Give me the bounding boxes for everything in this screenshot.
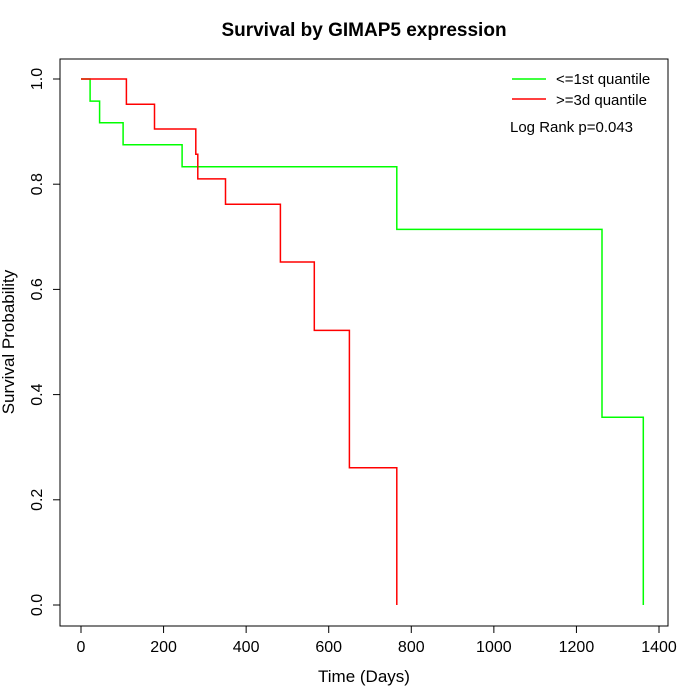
x-tick-label: 200 xyxy=(150,639,177,656)
x-axis: 0 200 400 600 800 1000 1200 1400 xyxy=(77,625,677,656)
logrank-annotation: Log Rank p=0.043 xyxy=(510,119,633,136)
chart-title: Survival by GIMAP5 expression xyxy=(221,20,506,41)
y-tick-label: 0.0 xyxy=(29,594,46,616)
x-tick-label: 600 xyxy=(315,639,342,656)
y-tick-label: 0.6 xyxy=(29,278,46,300)
x-tick-label: 1400 xyxy=(641,639,677,656)
x-tick-label: 0 xyxy=(77,639,86,656)
y-axis: 0.0 0.2 0.4 0.6 0.8 1.0 xyxy=(29,68,61,616)
x-tick-label: 400 xyxy=(233,639,260,656)
y-tick-label: 0.2 xyxy=(29,489,46,511)
y-tick-label: 0.8 xyxy=(29,173,46,195)
x-tick-label: 1200 xyxy=(559,639,595,656)
y-axis-label: Survival Probability xyxy=(0,269,18,414)
legend: <=1st quantile >=3d quantile xyxy=(512,71,650,109)
y-tick-label: 0.4 xyxy=(29,383,46,405)
legend-label-low: <=1st quantile xyxy=(556,71,650,88)
x-axis-label: Time (Days) xyxy=(318,667,410,686)
series-line-high-expression xyxy=(81,78,398,605)
legend-label-high: >=3d quantile xyxy=(556,92,647,109)
y-tick-label: 1.0 xyxy=(29,68,46,90)
series-line-low-expression xyxy=(81,78,645,605)
x-tick-label: 800 xyxy=(398,639,425,656)
x-tick-label: 1000 xyxy=(476,639,512,656)
series-lines xyxy=(81,78,645,605)
